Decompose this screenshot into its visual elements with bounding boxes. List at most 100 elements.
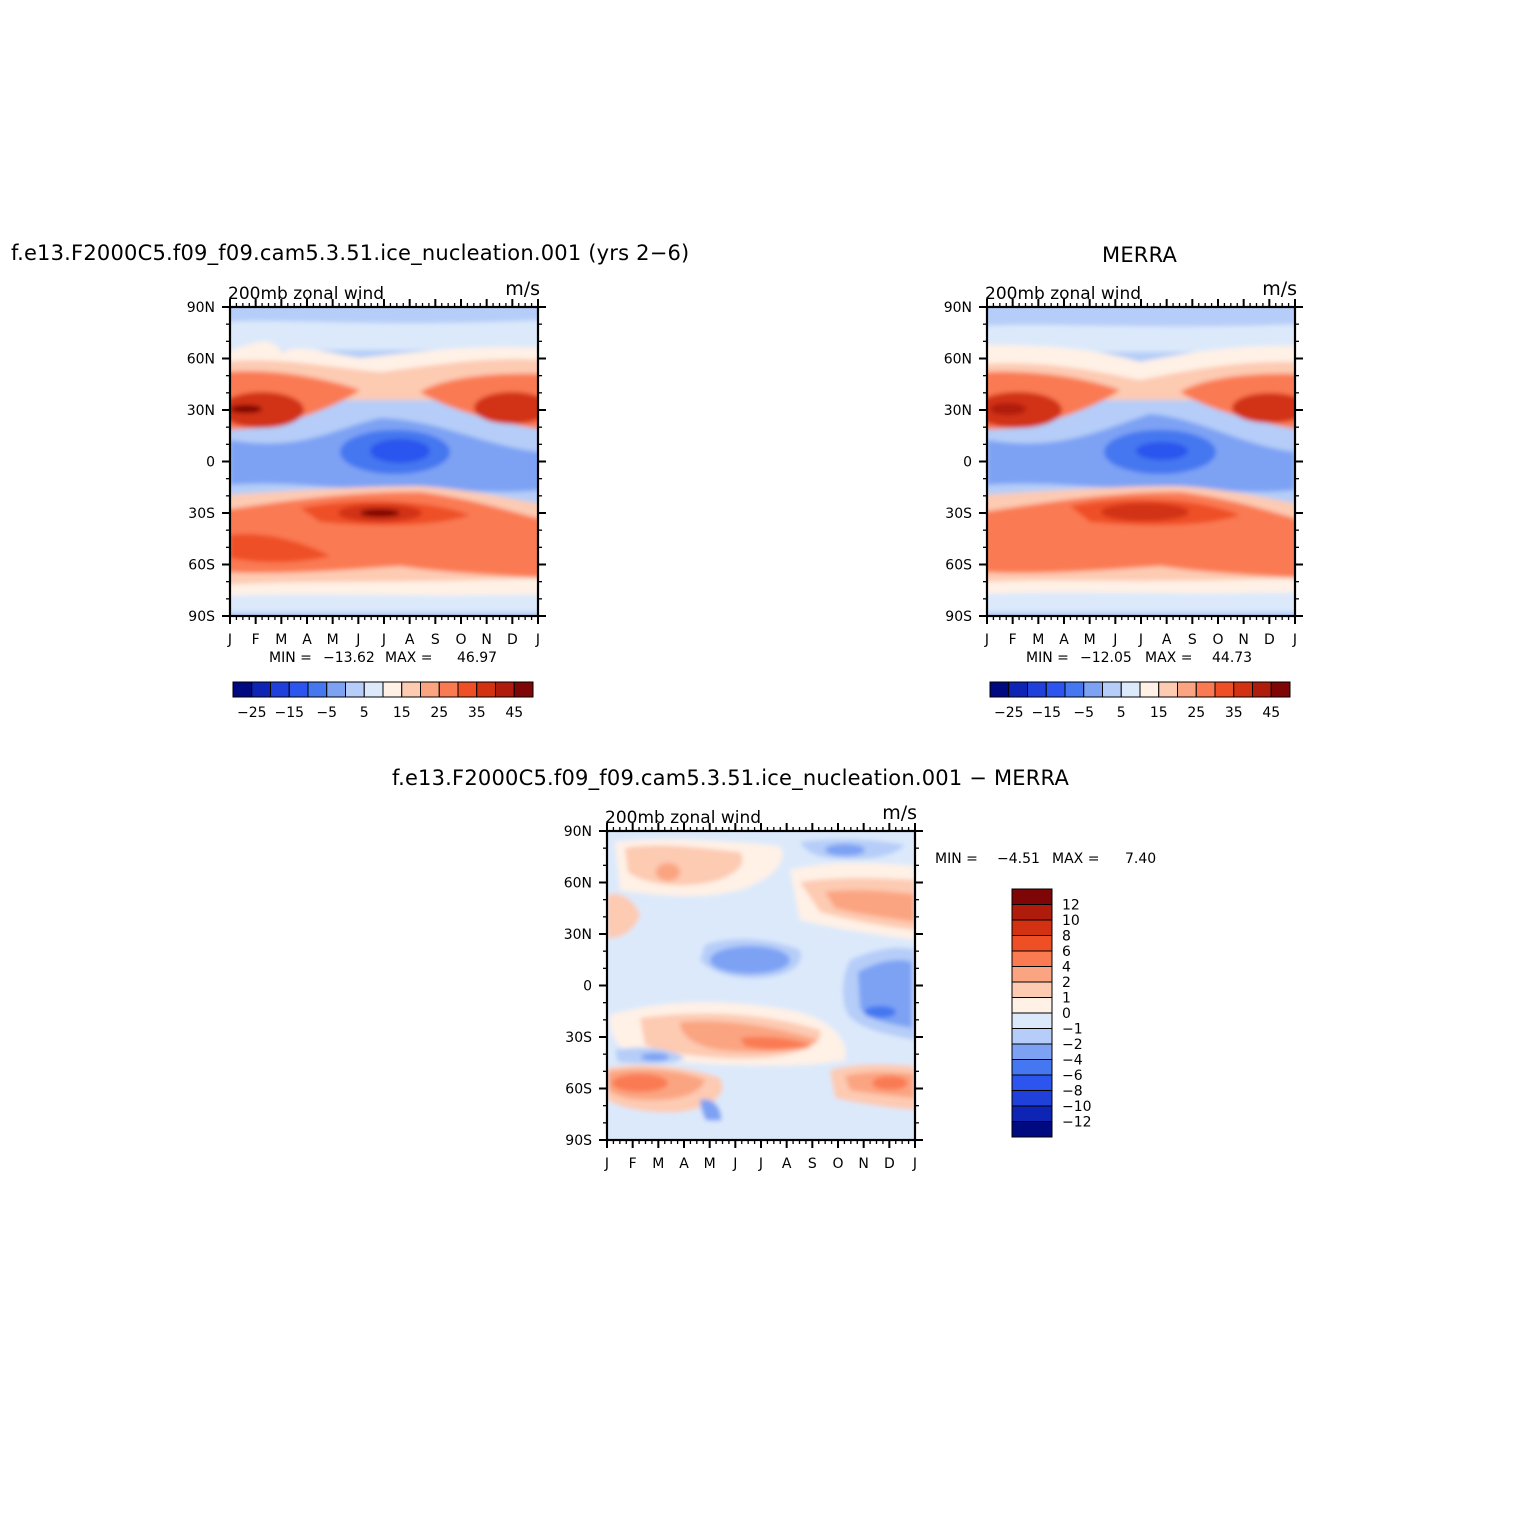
diff-max-value: 7.40 <box>1125 851 1156 867</box>
obs-jet-south-peak <box>1101 503 1189 521</box>
model-colorbar-label: 45 <box>505 705 523 721</box>
model-xtick-label: M <box>327 632 339 648</box>
model-colorbar-swatch <box>232 681 253 698</box>
obs-ytick-label: 90N <box>944 300 972 316</box>
diff-ytick-label: 30N <box>564 927 592 943</box>
model-colorbar-swatch <box>420 681 440 698</box>
diff-xtick-label: A <box>679 1156 689 1172</box>
model-max-value: 46.97 <box>457 650 497 666</box>
diff-colorbar-label: 12 <box>1062 898 1080 914</box>
obs-colorbar-swatch <box>1027 681 1047 698</box>
obs-colorbar-label: −25 <box>994 705 1024 721</box>
diff-colorbar-swatch <box>1011 919 1053 936</box>
model-xtick-label: N <box>481 632 491 648</box>
model-colorbar-swatch <box>326 681 346 698</box>
diff-colorbar-label: 1 <box>1062 991 1071 1007</box>
obs-ytick-label: 30S <box>945 506 972 522</box>
diff-colorbar-swatch <box>1011 1121 1053 1138</box>
model-band-light-north <box>230 320 538 350</box>
obs-colorbar-swatch <box>1252 681 1272 698</box>
model-jet-south-max <box>360 509 400 517</box>
diff-colorbar-label: 8 <box>1062 929 1071 945</box>
obs-xtick-label: J <box>984 632 989 648</box>
obs-colorbar-label: −5 <box>1073 705 1094 721</box>
obs-panel-title: MERRA <box>1102 243 1178 267</box>
model-colorbar-swatch <box>288 681 309 698</box>
obs-xtick-label: N <box>1238 632 1248 648</box>
obs-xtick-label: A <box>1162 632 1172 648</box>
obs-max-value: 44.73 <box>1212 650 1252 666</box>
diff-colorbar-swatch <box>1011 1012 1053 1029</box>
model-colorbar-label: 25 <box>430 705 448 721</box>
obs-colorbar-swatch <box>1008 681 1028 698</box>
model-colorbar-swatch <box>476 681 496 698</box>
obs-jet-north-peak <box>990 403 1026 415</box>
model-tropic-min <box>370 439 430 463</box>
model-colorbar-label: −15 <box>274 705 304 721</box>
model-min-value: −13.62 <box>323 650 375 666</box>
model-ytick-label: 90S <box>188 609 215 625</box>
model-min-label: MIN = <box>269 650 312 666</box>
model-colorbar-label: 35 <box>468 705 486 721</box>
obs-subtitle: 200mb zonal wind <box>985 284 1141 304</box>
obs-colorbar-label: 5 <box>1117 705 1126 721</box>
model-band-light-south <box>230 594 538 612</box>
obs-ytick-label: 0 <box>963 455 972 471</box>
diff-colorbar-swatch <box>1011 1059 1053 1076</box>
diff-colorbar-swatch <box>1011 935 1053 952</box>
diff-xtick-label: M <box>704 1156 716 1172</box>
obs-colorbar-swatch <box>1083 681 1103 698</box>
obs-tropic-min <box>1136 442 1188 460</box>
model-colorbar-swatch <box>251 681 271 698</box>
diff-bottom-light <box>607 1120 915 1140</box>
diff-contour-field <box>607 831 915 1140</box>
obs-min-value: −12.05 <box>1080 650 1132 666</box>
model-colorbar-swatch <box>363 681 384 698</box>
model-colorbar-swatch <box>457 681 478 698</box>
model-colorbar-swatch <box>307 681 328 698</box>
model-max-label: MAX = <box>385 650 432 666</box>
obs-xtick-label: S <box>1188 632 1197 648</box>
diff-east-neg-min <box>864 1006 896 1018</box>
obs-colorbar-swatch <box>1270 681 1291 698</box>
diff-units: m/s <box>882 802 917 824</box>
obs-xtick-label: O <box>1212 632 1223 648</box>
model-xtick-label: O <box>455 632 466 648</box>
diff-colorbar-swatch <box>1011 1090 1053 1107</box>
obs-jet-north-right-core <box>1232 393 1295 423</box>
obs-xtick-label: M <box>1084 632 1096 648</box>
obs-ytick-label: 60N <box>944 352 972 368</box>
diff-colorbar-swatch <box>1011 1043 1053 1060</box>
model-xtick-label: J <box>535 632 540 648</box>
diff-neg-south <box>700 1099 722 1128</box>
model-xtick-label: J <box>355 632 360 648</box>
model-colorbar-label: 15 <box>393 705 411 721</box>
obs-colorbar-swatch <box>1045 681 1066 698</box>
model-colorbar-swatch <box>401 681 421 698</box>
model-jet-north-peak <box>230 405 262 413</box>
obs-xtick-label: J <box>1112 632 1117 648</box>
model-colorbar-swatch <box>438 681 459 698</box>
model-contour-field <box>230 307 538 616</box>
diff-colorbar-label: −6 <box>1062 1068 1083 1084</box>
diff-colorbar-label: −10 <box>1062 1099 1092 1115</box>
diff-colorbar-label: 2 <box>1062 975 1071 991</box>
diff-colorbar-label: −8 <box>1062 1084 1083 1100</box>
diff-colorbar-label: 0 <box>1062 1006 1071 1022</box>
obs-colorbar-swatch <box>1120 681 1141 698</box>
diff-colorbar-label: 10 <box>1062 913 1080 929</box>
diff-colorbar-label: −2 <box>1062 1037 1083 1053</box>
model-xtick-label: J <box>227 632 232 648</box>
diff-positive-blob-ne <box>656 863 680 881</box>
model-colorbar-label: 5 <box>360 705 369 721</box>
obs-contour-field <box>987 307 1295 616</box>
obs-ytick-label: 90S <box>945 609 972 625</box>
diff-xtick-label: D <box>884 1156 895 1172</box>
